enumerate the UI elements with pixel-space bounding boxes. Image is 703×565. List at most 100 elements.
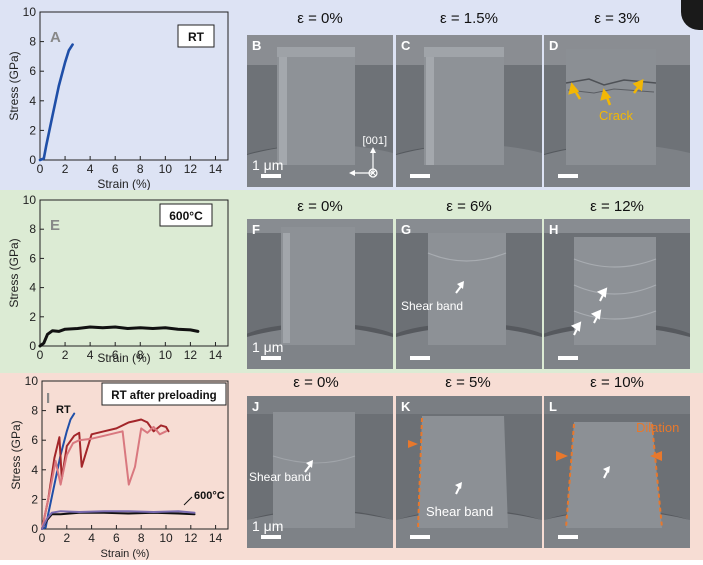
shear-band-label-k: Shear band [426, 504, 494, 519]
series-line-4 [41, 510, 196, 530]
micropillar-graphic [247, 35, 393, 187]
chart-panel-i: 0 2 4 6 8 10 0 2 4 6 8 10 12 14 Strain (%) Stress (GPa)… [0, 373, 240, 560]
stress-strain-chart-e: 0 2 4 6 8 10 0 2 4 6 8 10 12 14 Strain (%) Stress (GPa)… [7, 193, 229, 365]
y-tick-label: 4 [31, 463, 38, 477]
series-line-0 [38, 43, 74, 162]
series-line-1 [41, 418, 170, 530]
eps-label-k: ε = 5% [445, 374, 491, 391]
eps-label-c: ε = 1.5% [440, 10, 498, 27]
x-tick-label: 8 [138, 531, 145, 545]
scale-label-f: 1 μm [252, 339, 284, 355]
crack-label: Crack [599, 108, 633, 123]
sem-image-k: K Shear band [396, 396, 542, 548]
x-tick-label: 0 [37, 348, 44, 362]
x-tick-label: 6 [112, 162, 119, 176]
panel-letter-b: B [252, 38, 262, 53]
y-tick-label: 6 [29, 64, 36, 78]
y-tick-label: 0 [31, 522, 38, 536]
micropillar-graphic [544, 219, 690, 369]
x-axis-label: Strain (%) [97, 351, 150, 365]
sem-image-c: C [396, 35, 542, 187]
sem-image-j: J Shear band 1 μm [247, 396, 393, 548]
y-tick-label: 2 [31, 492, 38, 506]
x-tick-label: 10 [159, 531, 173, 545]
eps-label-d: ε = 3% [594, 10, 640, 27]
eps-label-l: ε = 10% [590, 374, 644, 391]
chart-panel-a: 0 2 4 6 8 10 0 2 4 6 8 10 12 14 Strain (%) Stress (GPa)… [0, 0, 240, 191]
x-tick-label: 14 [209, 348, 223, 362]
panel-letter-e: E [50, 217, 60, 234]
condition-label-e: 600°C [169, 209, 203, 223]
x-tick-label: 6 [112, 348, 119, 362]
x-tick-label: 10 [159, 348, 173, 362]
eps-label-h: ε = 12% [590, 198, 644, 215]
dilation-label: Dilation [636, 420, 680, 435]
x-tick-label: 2 [62, 162, 69, 176]
plot-frame [39, 199, 229, 347]
stress-strain-chart-i: 0 2 4 6 8 10 0 2 4 6 8 10 12 14 Strain (%) Stress (GPa)… [9, 374, 229, 560]
sem-image-f: F 1 μm [247, 219, 393, 369]
x-tick-label: 12 [184, 531, 198, 545]
x-tick-label: 4 [87, 348, 94, 362]
y-tick-label: 2 [29, 123, 36, 137]
panel-letter-c: C [401, 38, 411, 53]
condition-box-a [177, 24, 215, 48]
eps-label-b: ε = 0% [297, 10, 343, 27]
condition-box-i [101, 382, 227, 406]
y-axis-label: Stress (GPa) [9, 420, 23, 489]
x-axis-label: Strain (%) [101, 548, 150, 560]
y-tick-label: 8 [29, 222, 36, 236]
x-tick-label: 12 [184, 348, 198, 362]
x-tick-label: 6 [113, 531, 120, 545]
scale-bar-f [261, 356, 281, 360]
micropillar-graphic [396, 35, 542, 187]
panel-letter-l: L [549, 399, 557, 414]
x-tick-label: 12 [184, 162, 198, 176]
y-tick-label: 2 [29, 310, 36, 324]
stress-strain-chart-a: 0 2 4 6 8 10 0 2 4 6 8 10 12 14 Strain (%) Stress (GPa)… [7, 5, 229, 191]
x-tick-label: 14 [209, 531, 223, 545]
plot-frame [39, 11, 229, 161]
y-tick-label: 10 [23, 193, 37, 207]
x-tick-label: 0 [39, 531, 46, 545]
x-tick-label: 2 [63, 531, 70, 545]
scale-bar-j [261, 535, 281, 539]
panel-letter-j: J [252, 399, 260, 414]
y-tick-label: 4 [29, 94, 36, 108]
x-axis-label: Strain (%) [97, 177, 150, 190]
scale-bar-g [410, 356, 430, 360]
x-tick-label: 8 [137, 348, 144, 362]
shear-band-label-j: Shear band [249, 470, 312, 484]
corner-decoration [681, 0, 703, 30]
x-tick-label: 14 [209, 162, 223, 176]
scale-bar-h [558, 356, 578, 360]
y-tick-label: 8 [29, 35, 36, 49]
panel-letter-d: D [549, 38, 559, 53]
micropillar-graphic [247, 219, 393, 369]
shear-arrow-icon [304, 460, 313, 473]
panel-letter-a: A [50, 29, 61, 46]
sem-image-d: D Crack [544, 35, 690, 187]
arrow-icons [556, 451, 662, 479]
series-line-3 [41, 511, 196, 530]
eps-label-g: ε = 6% [446, 198, 492, 215]
axis-icon [349, 147, 378, 178]
panel-letter-g: G [401, 222, 412, 237]
scale-bar-d [558, 174, 578, 178]
micropillar-graphic [396, 396, 542, 548]
micropillar-graphic [544, 35, 690, 187]
y-axis-label: Stress (GPa) [7, 238, 21, 307]
series-line-2 [41, 425, 167, 530]
panel-letter-f: F [252, 222, 260, 237]
orientation-label: [001] [362, 135, 387, 147]
scale-bar-c [410, 174, 430, 178]
sem-image-l: L Dilation [544, 396, 690, 548]
y-axis-label: Stress (GPa) [7, 51, 21, 120]
panel-letter-k: K [401, 399, 411, 414]
eps-label-f: ε = 0% [297, 198, 343, 215]
x-tick-label: 4 [87, 162, 94, 176]
scale-label-b: 1 μm [252, 157, 284, 173]
shear-band-label-g: Shear band [401, 299, 464, 313]
shear-arrow-icons [570, 287, 608, 336]
condition-box-e [159, 203, 213, 227]
